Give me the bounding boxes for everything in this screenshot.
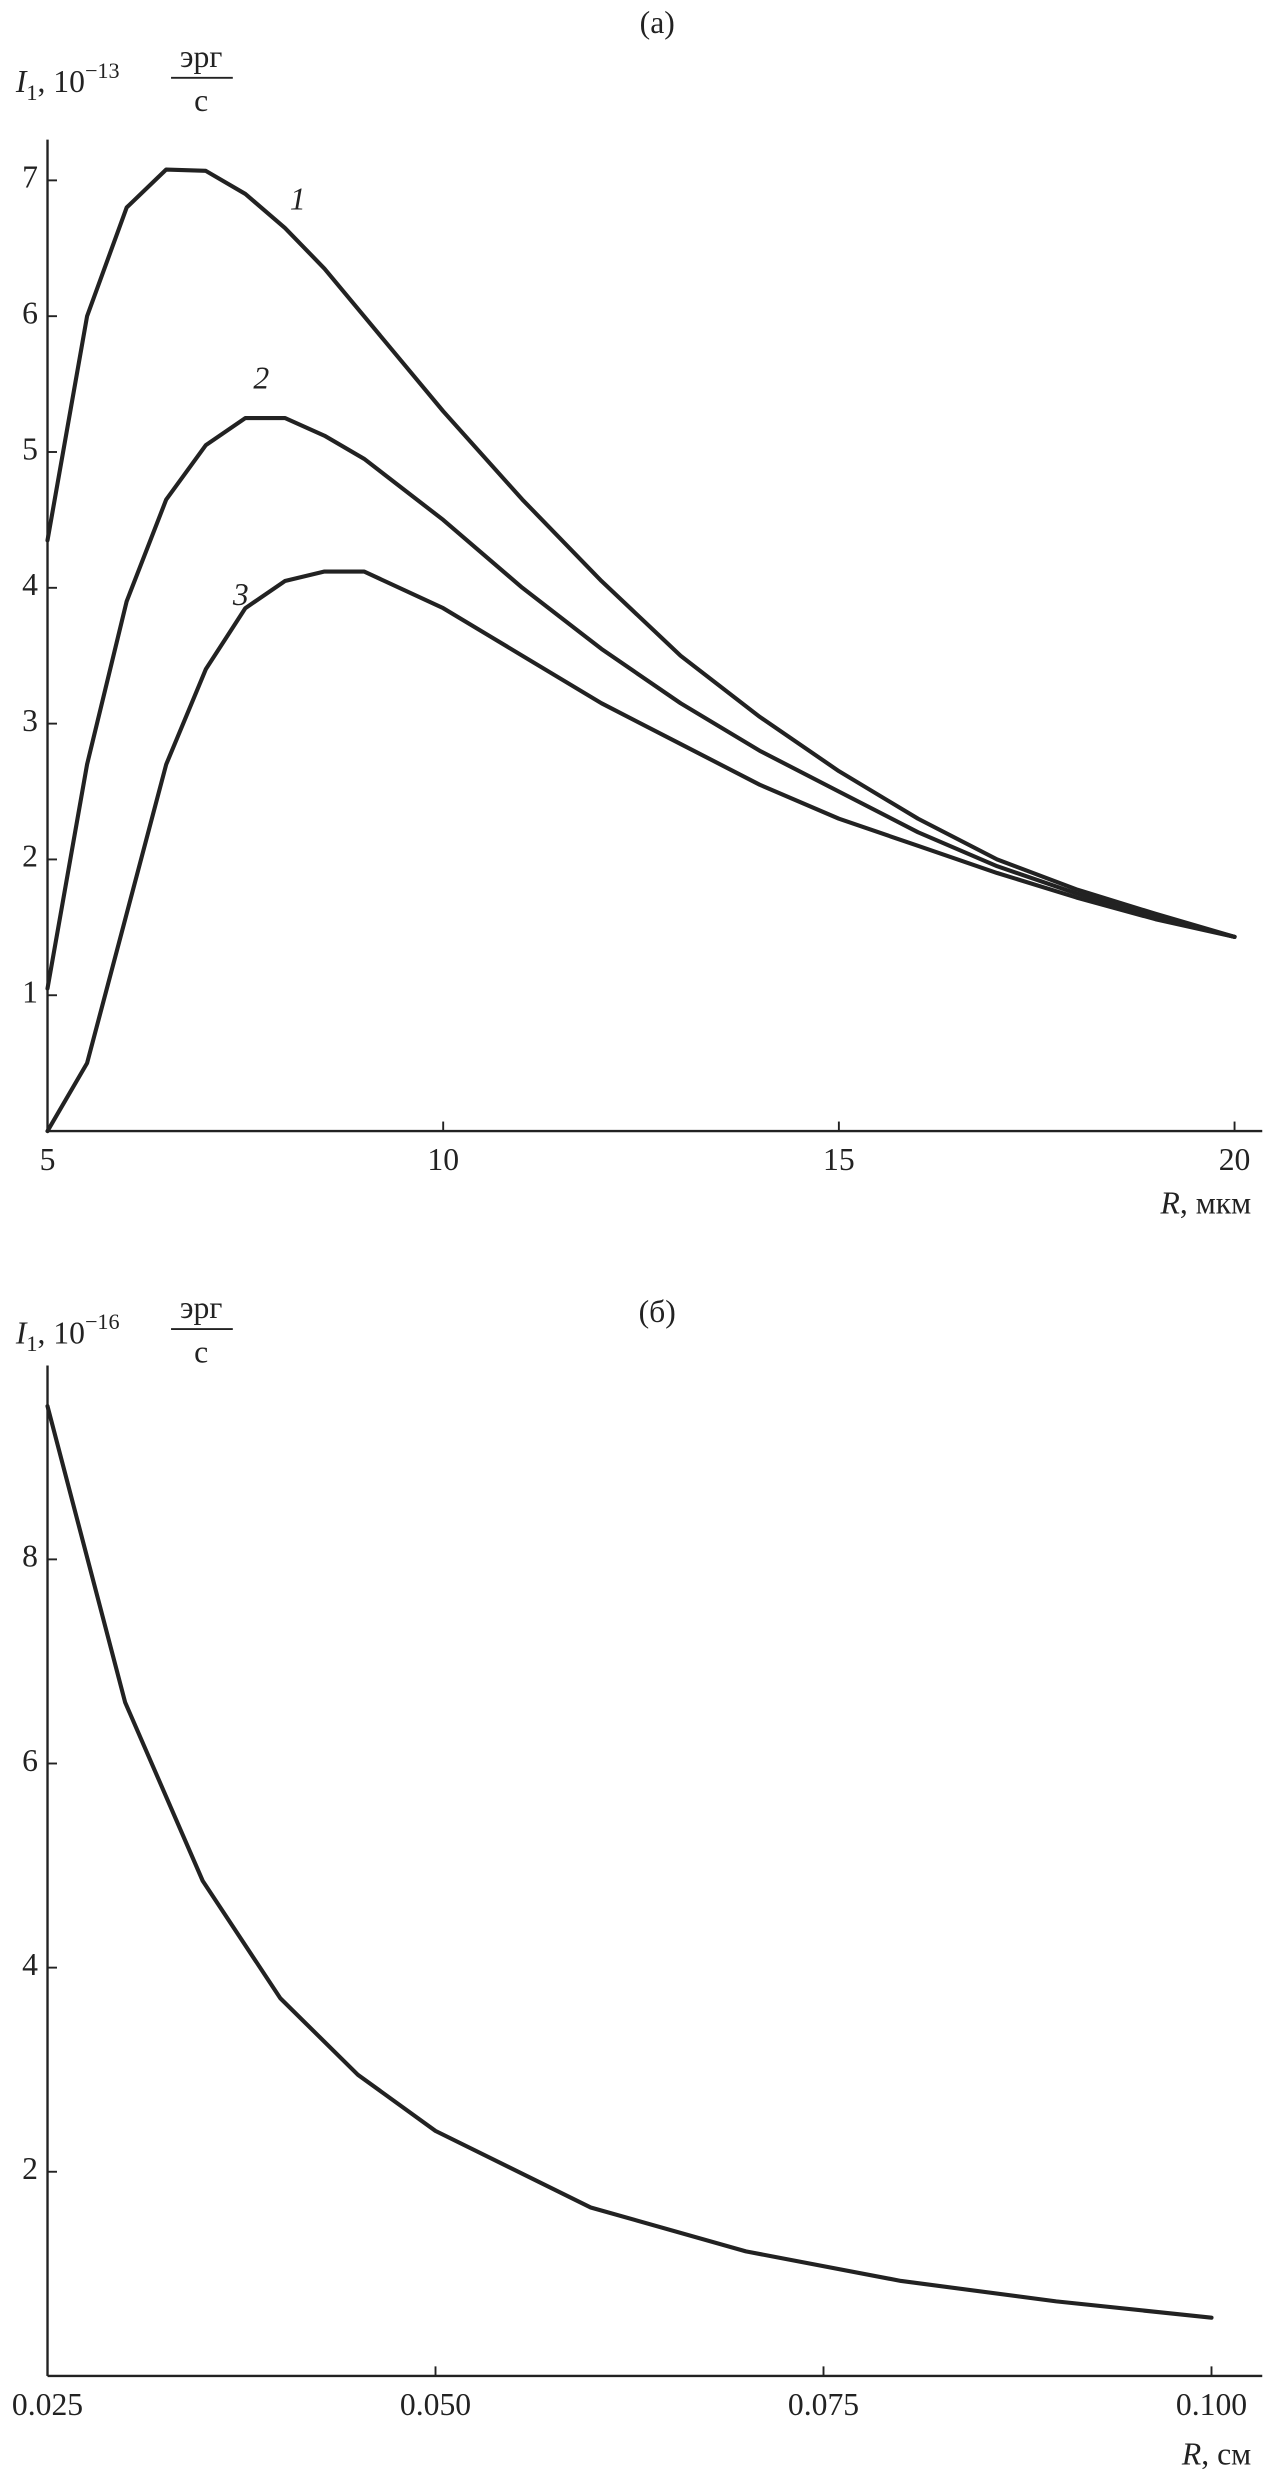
curve xyxy=(45,1404,1214,2320)
y-tick-label: 7 xyxy=(22,160,38,195)
y-axis-label: I1, 10−16 xyxy=(15,1309,120,1356)
y-label-subscript: 1 xyxy=(26,80,37,105)
y-label-numerator: эрг xyxy=(180,1290,222,1325)
y-label-prefix: , 10 xyxy=(37,1315,84,1350)
y-tick-label: 4 xyxy=(22,1947,38,1982)
y-label-subscript: 1 xyxy=(26,1331,37,1356)
y-label-symbol: I xyxy=(15,1315,28,1350)
y-tick-label: 3 xyxy=(22,703,38,738)
curve-label: 3 xyxy=(232,577,249,612)
x-axis-label: R, см xyxy=(1181,2437,1251,2472)
y-tick-label: 2 xyxy=(22,2151,38,2186)
x-tick-label: 10 xyxy=(427,1142,459,1177)
chart-title: (a) xyxy=(640,5,675,40)
y-tick-label: 4 xyxy=(22,567,38,602)
curve-label: 2 xyxy=(253,360,269,395)
y-axis-label: I1, 10−13 xyxy=(15,58,120,105)
x-tick-label: 0.025 xyxy=(12,2387,83,2422)
y-label-denominator: с xyxy=(194,1334,208,1369)
x-tick-label: 15 xyxy=(823,1142,855,1177)
y-tick-label: 5 xyxy=(22,431,38,466)
y-tick-label: 1 xyxy=(22,975,38,1010)
y-label-exponent: −16 xyxy=(85,1309,120,1334)
chart-title: (б) xyxy=(639,1294,676,1329)
y-tick-label: 6 xyxy=(22,1743,38,1778)
curve xyxy=(45,415,1237,991)
y-tick-label: 8 xyxy=(22,1539,38,1574)
y-tick-label: 6 xyxy=(22,295,38,330)
x-label-unit: , см xyxy=(1201,2437,1251,2472)
y-label-prefix: , 10 xyxy=(37,64,84,99)
y-tick-label: 2 xyxy=(22,839,38,874)
x-label-symbol: R xyxy=(1181,2437,1201,2472)
y-label-symbol: I xyxy=(15,64,28,99)
curve xyxy=(45,569,1237,1134)
curve xyxy=(45,167,1237,939)
x-axis-label: R, мкм xyxy=(1160,1185,1252,1220)
x-label-unit: , мкм xyxy=(1180,1185,1251,1220)
x-tick-label: 0.075 xyxy=(788,2387,859,2422)
y-label-exponent: −13 xyxy=(85,58,120,83)
curve-label: 1 xyxy=(290,181,306,216)
x-tick-label: 0.050 xyxy=(400,2387,471,2422)
x-tick-label: 0.100 xyxy=(1176,2387,1247,2422)
x-tick-label: 20 xyxy=(1219,1142,1251,1177)
x-label-symbol: R xyxy=(1160,1185,1180,1220)
y-label-numerator: эрг xyxy=(180,39,222,74)
y-label-denominator: с xyxy=(194,83,208,118)
x-tick-label: 5 xyxy=(40,1142,56,1177)
